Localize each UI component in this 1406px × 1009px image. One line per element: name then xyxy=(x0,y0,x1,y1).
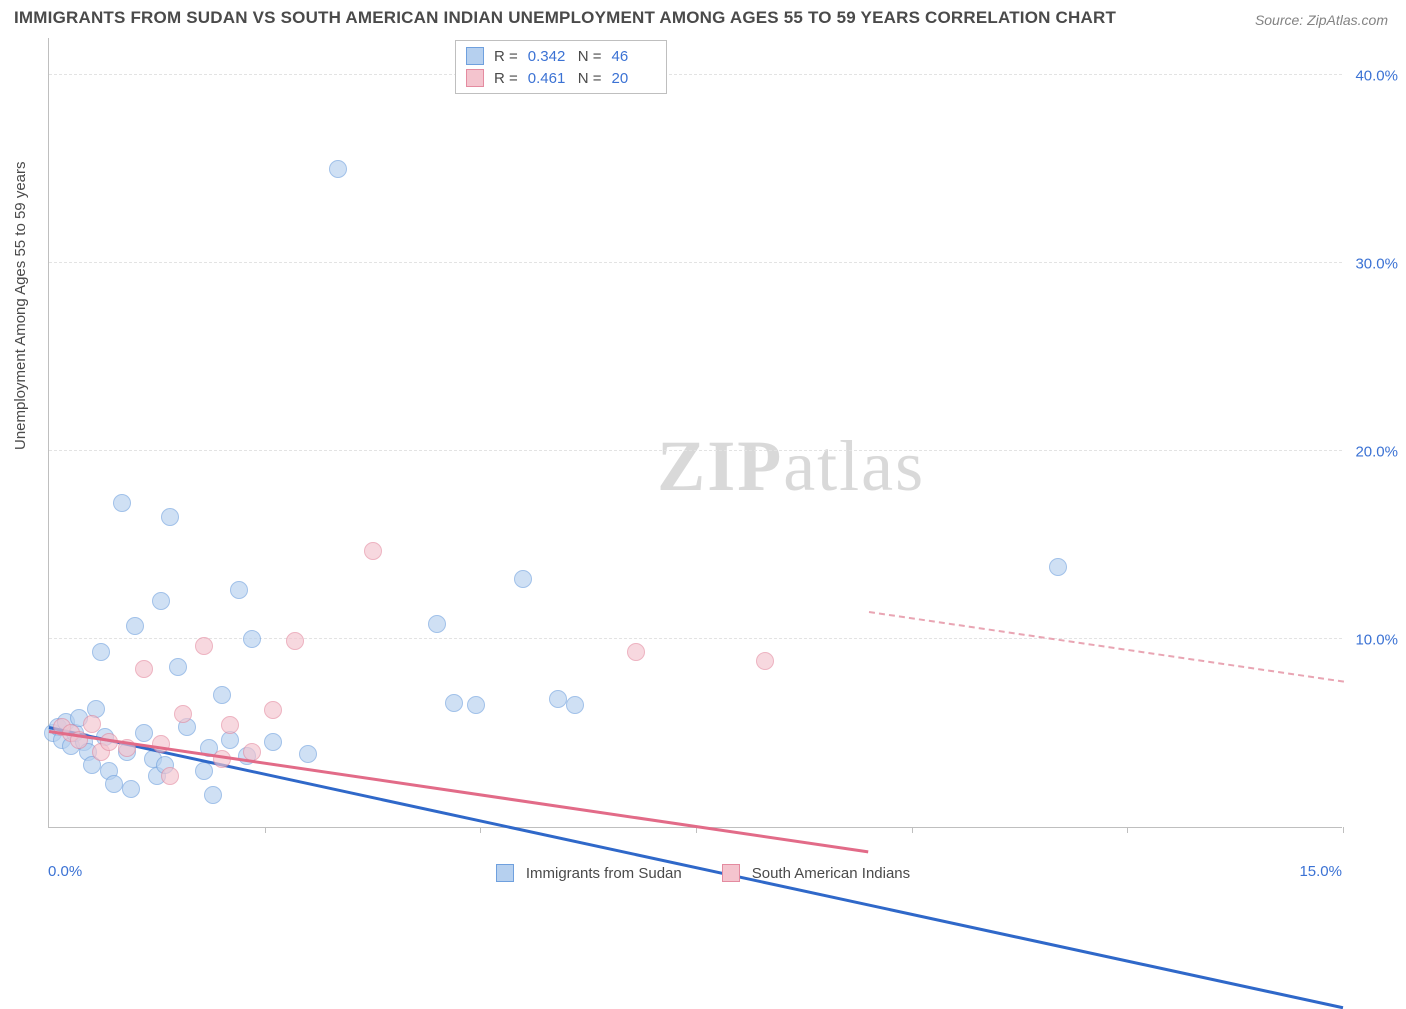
legend-text: R = xyxy=(494,48,518,65)
data-point-sai xyxy=(195,637,213,655)
legend-row: R = 0.461 N = 20 xyxy=(466,67,656,89)
data-point-sai xyxy=(174,705,192,723)
data-point-sudan xyxy=(299,745,317,763)
legend-swatch xyxy=(722,864,740,882)
legend-series: Immigrants from Sudan South American Indi… xyxy=(0,864,1406,882)
legend-correlation: R = 0.342 N = 46 R = 0.461 N = 20 xyxy=(455,40,667,94)
y-tick-label: 30.0% xyxy=(1355,255,1398,272)
data-point-sudan xyxy=(169,658,187,676)
legend-text: N = xyxy=(578,70,602,87)
data-point-sudan xyxy=(105,775,123,793)
data-point-sai xyxy=(286,632,304,650)
legend-swatch xyxy=(466,47,484,65)
data-point-sai xyxy=(161,767,179,785)
y-tick-label: 10.0% xyxy=(1355,631,1398,648)
legend-row: R = 0.342 N = 46 xyxy=(466,45,656,67)
data-point-sudan xyxy=(152,592,170,610)
legend-text: 0.461 xyxy=(528,70,572,87)
watermark-light: atlas xyxy=(783,426,925,506)
y-axis-label: Unemployment Among Ages 55 to 59 years xyxy=(12,161,29,450)
data-point-sudan xyxy=(135,724,153,742)
watermark: ZIPatlas xyxy=(657,425,925,508)
legend-swatch xyxy=(496,864,514,882)
data-point-sudan xyxy=(549,690,567,708)
legend-text: 20 xyxy=(612,70,656,87)
data-point-sudan xyxy=(514,570,532,588)
gridline xyxy=(49,262,1342,263)
x-tick xyxy=(480,827,481,833)
legend-text: R = xyxy=(494,70,518,87)
legend-text: 46 xyxy=(612,48,656,65)
data-point-sai xyxy=(221,716,239,734)
x-tick xyxy=(265,827,266,833)
legend-item: Immigrants from Sudan xyxy=(496,864,682,882)
data-point-sudan xyxy=(230,581,248,599)
data-point-sudan xyxy=(213,686,231,704)
data-point-sudan xyxy=(428,615,446,633)
data-point-sudan xyxy=(264,733,282,751)
legend-swatch xyxy=(466,69,484,87)
data-point-sudan xyxy=(126,617,144,635)
gridline xyxy=(49,450,1342,451)
legend-label: Immigrants from Sudan xyxy=(526,865,682,882)
x-tick xyxy=(912,827,913,833)
data-point-sai xyxy=(264,701,282,719)
y-tick-label: 40.0% xyxy=(1355,67,1398,84)
gridline xyxy=(49,74,1342,75)
data-point-sudan xyxy=(122,780,140,798)
watermark-bold: ZIP xyxy=(657,426,783,506)
legend-text: 0.342 xyxy=(528,48,572,65)
data-point-sai xyxy=(135,660,153,678)
x-tick xyxy=(1127,827,1128,833)
data-point-sudan xyxy=(1049,558,1067,576)
data-point-sudan xyxy=(243,630,261,648)
legend-text: N = xyxy=(578,48,602,65)
data-point-sai xyxy=(83,715,101,733)
x-tick xyxy=(1343,827,1344,833)
trend-line xyxy=(868,611,1343,683)
data-point-sai xyxy=(364,542,382,560)
data-point-sudan xyxy=(161,508,179,526)
data-point-sudan xyxy=(113,494,131,512)
data-point-sudan xyxy=(92,643,110,661)
legend-label: South American Indians xyxy=(752,865,910,882)
data-point-sudan xyxy=(329,160,347,178)
data-point-sudan xyxy=(467,696,485,714)
data-point-sudan xyxy=(204,786,222,804)
plot-area: ZIPatlas xyxy=(48,38,1342,828)
y-tick-label: 20.0% xyxy=(1355,443,1398,460)
data-point-sai xyxy=(756,652,774,670)
data-point-sudan xyxy=(195,762,213,780)
data-point-sudan xyxy=(566,696,584,714)
data-point-sai xyxy=(627,643,645,661)
legend-item: South American Indians xyxy=(722,864,910,882)
data-point-sudan xyxy=(445,694,463,712)
trend-line xyxy=(49,730,869,853)
chart-title: IMMIGRANTS FROM SUDAN VS SOUTH AMERICAN … xyxy=(14,8,1116,28)
source-text: Source: ZipAtlas.com xyxy=(1255,12,1388,28)
